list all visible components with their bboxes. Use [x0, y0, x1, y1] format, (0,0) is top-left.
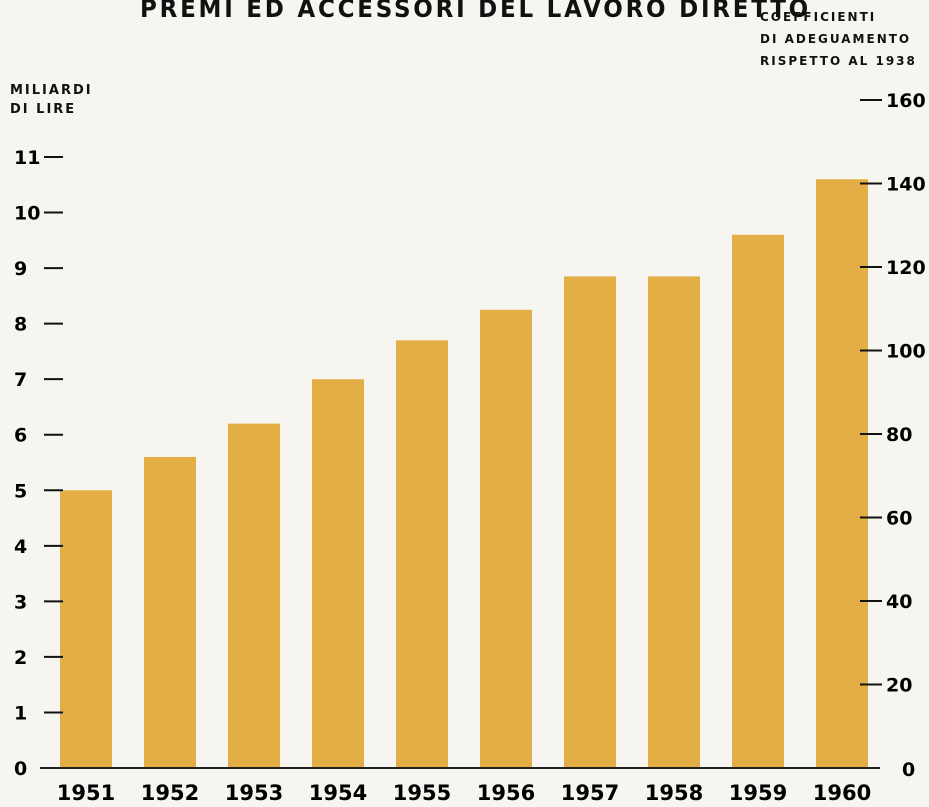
y-right-tick-label: 40: [886, 591, 912, 613]
bars-group: [60, 179, 868, 768]
y-right-tick-label: 80: [886, 424, 912, 446]
y-left-tick-label: 7: [14, 369, 27, 391]
y-left-tick-label: 9: [14, 258, 27, 280]
y-right-label-line-3: RISPETTO AL 1938: [760, 54, 917, 68]
y-left-tick-label: 10: [14, 203, 40, 225]
y-right-tick-label: 140: [886, 174, 926, 196]
y-right-axis-label: COEFFICIENTI DI ADEGUAMENTO RISPETTO AL …: [760, 6, 917, 72]
x-tick-label: 1952: [141, 781, 199, 805]
x-tick-label: 1953: [225, 781, 283, 805]
bar-1959: [732, 234, 784, 768]
x-tick-label: 1955: [393, 781, 451, 805]
chart-title: PREMI ED ACCESSORI DEL LAVORO DIRETTO: [140, 0, 811, 23]
x-tick-label: 1958: [645, 781, 703, 805]
bar-1953: [228, 423, 280, 768]
bar-1952: [144, 456, 196, 768]
x-tick-label: 1957: [561, 781, 619, 805]
y-left-label-line-1: MILIARDI: [10, 83, 93, 98]
y-right-tick-label: 0: [902, 759, 915, 781]
x-tick-label: 1956: [477, 781, 535, 805]
y-left-tick-label: 6: [14, 425, 27, 447]
x-tick-label: 1959: [729, 781, 787, 805]
bar-1951: [60, 490, 112, 768]
bar-1954: [312, 379, 364, 768]
y-right-label-line-2: DI ADEGUAMENTO: [760, 32, 912, 46]
x-tick-label: 1954: [309, 781, 367, 805]
y-left-label-line-2: DI LIRE: [10, 102, 77, 117]
bar-1958: [648, 276, 700, 768]
y-right-tick-label: 20: [886, 675, 912, 697]
y-left-tick-label: 0: [14, 758, 27, 780]
y-right-tick-label: 160: [886, 90, 926, 112]
y-right-tick-label: 60: [886, 508, 912, 530]
x-axis: 1951 1952 1953 1954 1955 1956 1957 1958 1959 1960: [57, 781, 871, 805]
y-right-tick-label: 100: [886, 341, 926, 363]
bar-1957: [564, 276, 616, 768]
y-left-tick-label: 3: [14, 591, 27, 613]
y-right-tick-label: 120: [886, 257, 926, 279]
x-tick-label: 1951: [57, 781, 115, 805]
y-left-tick-label: 1: [14, 702, 27, 724]
y-left-tick-label: 11: [14, 147, 40, 169]
bar-1960: [816, 179, 868, 768]
y-left-tick-label: 5: [14, 480, 27, 502]
y-left-tick-label: 8: [14, 314, 27, 336]
y-right-label-line-1: COEFFICIENTI: [760, 10, 877, 24]
y-left-tick-label: 2: [14, 647, 27, 669]
y-left-axis-label: MILIARDI DI LIRE: [10, 81, 93, 119]
bar-1956: [480, 309, 532, 768]
x-tick-label: 1960: [813, 781, 871, 805]
y-right-axis: 0 20 40 60 80 100 120 140 160: [860, 90, 926, 781]
bar-1955: [396, 340, 448, 768]
y-left-tick-label: 4: [14, 536, 27, 558]
y-left-axis: 0 1 2 3 4 5 6 7 8 9 10 11: [14, 147, 880, 780]
